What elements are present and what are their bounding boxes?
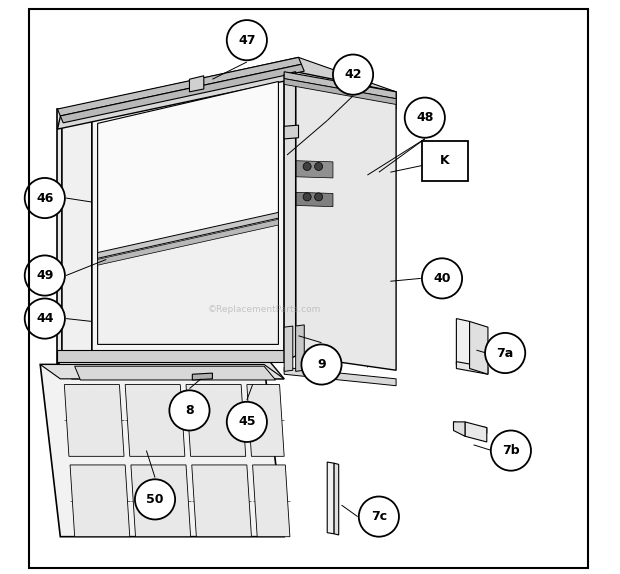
- Polygon shape: [284, 125, 298, 139]
- Polygon shape: [284, 367, 396, 386]
- Polygon shape: [97, 219, 278, 265]
- Circle shape: [135, 479, 175, 519]
- Circle shape: [333, 55, 373, 95]
- Text: 7a: 7a: [497, 347, 514, 359]
- Circle shape: [227, 20, 267, 60]
- Circle shape: [314, 162, 322, 170]
- Polygon shape: [284, 72, 396, 99]
- Polygon shape: [131, 465, 190, 537]
- Polygon shape: [97, 82, 278, 264]
- Text: 7c: 7c: [371, 510, 387, 523]
- Circle shape: [303, 193, 311, 201]
- Circle shape: [301, 344, 342, 385]
- Polygon shape: [64, 385, 124, 456]
- Polygon shape: [58, 350, 284, 362]
- Polygon shape: [327, 462, 334, 534]
- Circle shape: [491, 430, 531, 471]
- Polygon shape: [284, 79, 396, 104]
- Polygon shape: [97, 224, 278, 344]
- Circle shape: [485, 333, 525, 373]
- Polygon shape: [74, 366, 275, 380]
- Polygon shape: [456, 362, 488, 374]
- Text: 42: 42: [344, 68, 362, 81]
- Polygon shape: [70, 465, 130, 537]
- Polygon shape: [296, 161, 333, 178]
- Text: 44: 44: [36, 312, 53, 325]
- Circle shape: [314, 193, 322, 201]
- Polygon shape: [125, 385, 185, 456]
- Circle shape: [227, 402, 267, 442]
- Text: 45: 45: [238, 416, 255, 428]
- Circle shape: [303, 162, 311, 170]
- Text: 40: 40: [433, 272, 451, 285]
- Circle shape: [359, 497, 399, 537]
- Polygon shape: [284, 326, 293, 371]
- FancyBboxPatch shape: [422, 141, 468, 181]
- Text: 47: 47: [238, 34, 255, 46]
- Polygon shape: [252, 465, 290, 537]
- Circle shape: [405, 98, 445, 138]
- Polygon shape: [469, 321, 488, 374]
- Text: K: K: [440, 154, 450, 167]
- Polygon shape: [186, 385, 246, 456]
- Circle shape: [25, 178, 65, 218]
- Polygon shape: [192, 465, 252, 537]
- Polygon shape: [97, 212, 278, 258]
- Polygon shape: [453, 422, 487, 433]
- Polygon shape: [334, 463, 339, 535]
- Circle shape: [25, 255, 65, 296]
- Polygon shape: [40, 364, 284, 379]
- Polygon shape: [296, 72, 396, 370]
- Polygon shape: [296, 192, 333, 207]
- Polygon shape: [298, 57, 396, 109]
- Polygon shape: [58, 57, 301, 116]
- Polygon shape: [453, 422, 465, 436]
- Polygon shape: [192, 373, 213, 380]
- Text: 7b: 7b: [502, 444, 520, 457]
- Text: 8: 8: [185, 404, 194, 417]
- Polygon shape: [247, 385, 284, 456]
- Polygon shape: [62, 115, 92, 359]
- Polygon shape: [58, 109, 62, 364]
- Polygon shape: [92, 75, 284, 362]
- Polygon shape: [58, 57, 301, 129]
- Text: 48: 48: [416, 111, 433, 124]
- Text: 46: 46: [36, 192, 53, 204]
- Polygon shape: [456, 319, 469, 367]
- Polygon shape: [58, 362, 284, 379]
- Polygon shape: [296, 325, 304, 371]
- Circle shape: [169, 390, 210, 430]
- Text: 9: 9: [317, 358, 326, 371]
- Polygon shape: [465, 422, 487, 442]
- Polygon shape: [190, 76, 204, 92]
- Text: 49: 49: [36, 269, 53, 282]
- Polygon shape: [40, 364, 284, 537]
- Circle shape: [25, 298, 65, 339]
- Polygon shape: [60, 64, 304, 123]
- Text: ©ReplacementParts.com: ©ReplacementParts.com: [208, 305, 321, 315]
- Polygon shape: [284, 72, 296, 362]
- Circle shape: [422, 258, 462, 298]
- Text: 50: 50: [146, 493, 164, 506]
